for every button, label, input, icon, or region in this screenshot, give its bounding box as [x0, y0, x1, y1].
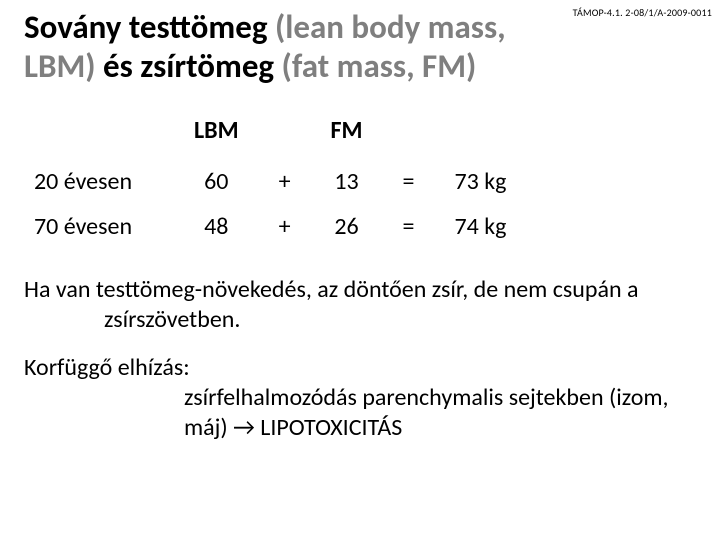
cell-total: 73 kg — [434, 159, 526, 204]
title-part-1-gray: (lean body mass, — [275, 7, 506, 47]
table-header-blank — [34, 112, 174, 159]
cell-eq: = — [383, 159, 435, 204]
cell-lbm: 60 — [174, 159, 259, 204]
title-part-2-gray: LBM) — [24, 46, 103, 86]
table-header-blank-op — [259, 112, 311, 159]
cell-op: + — [259, 204, 311, 249]
table-header-lbm: LBM — [174, 112, 259, 159]
row-label: 70 évesen — [34, 204, 174, 249]
cell-eq: = — [383, 204, 435, 249]
paragraph-2: Korfüggő elhízás: zsírfelhalmozódás pare… — [24, 353, 696, 443]
table-header-row: LBM FM — [34, 112, 526, 159]
header-project-code: TÁMOP-4.1. 2-08/1/A-2009-0011 — [573, 6, 712, 19]
paragraph-2-lead: Korfüggő elhízás: — [24, 353, 190, 382]
table-header-blank-eq — [383, 112, 435, 159]
body-text: Ha van testtömeg-növekedés, az döntően z… — [24, 275, 696, 443]
table-row: 20 évesen 60 + 13 = 73 kg — [34, 159, 526, 204]
title-part-2-gray2: (fat mass, FM) — [274, 46, 476, 86]
page-title: Sovány testtömeg (lean body mass, LBM) é… — [24, 8, 696, 86]
paragraph-2-sub: zsírfelhalmozódás parenchymalis sejtekbe… — [104, 383, 696, 443]
row-label: 20 évesen — [34, 159, 174, 204]
title-part-2-dark: és zsírtömeg — [103, 46, 274, 86]
table-header-fm: FM — [311, 112, 383, 159]
table-row: 70 évesen 48 + 26 = 74 kg — [34, 204, 526, 249]
cell-fm: 13 — [311, 159, 383, 204]
paragraph-1: Ha van testtömeg-növekedés, az döntően z… — [24, 275, 696, 335]
cell-lbm: 48 — [174, 204, 259, 249]
cell-op: + — [259, 159, 311, 204]
cell-fm: 26 — [311, 204, 383, 249]
body-mass-table: LBM FM 20 évesen 60 + 13 = 73 kg 70 éves… — [34, 112, 526, 249]
cell-total: 74 kg — [434, 204, 526, 249]
title-part-1-dark: Sovány testtömeg — [24, 7, 275, 47]
table-header-blank-total — [434, 112, 526, 159]
